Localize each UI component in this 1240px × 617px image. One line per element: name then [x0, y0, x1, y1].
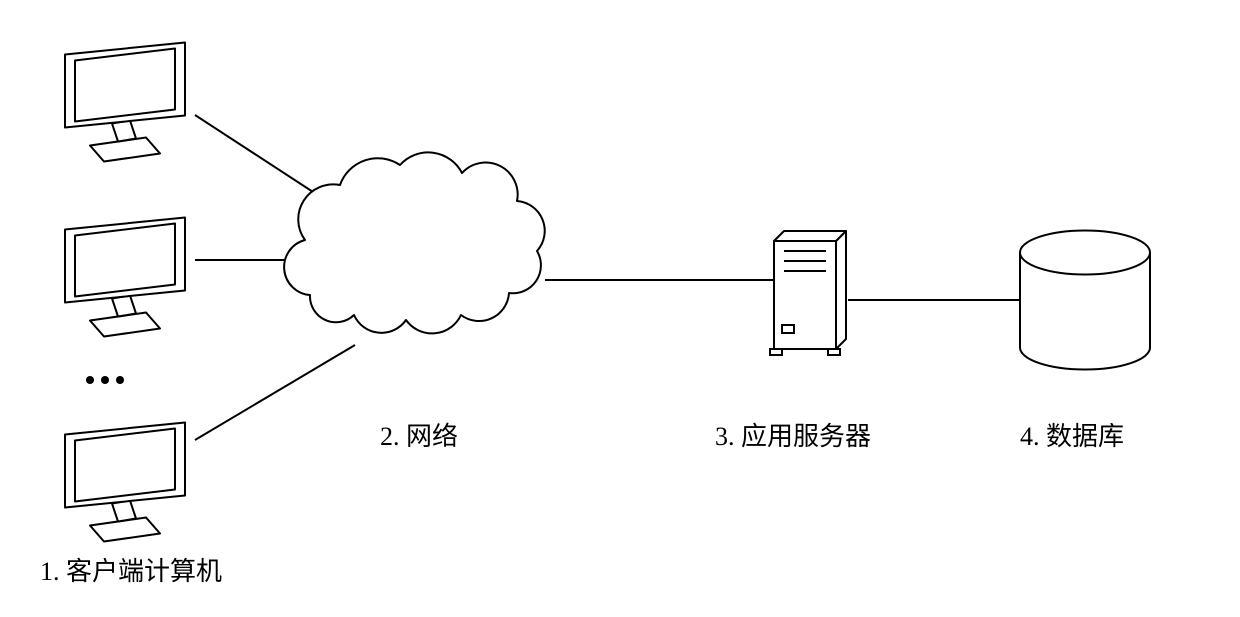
server-icon	[770, 231, 846, 355]
client-computer-1	[65, 43, 185, 162]
database-icon	[1020, 231, 1150, 370]
client-label: 1. 客户端计算机	[40, 557, 222, 586]
ellipsis-icon	[86, 376, 124, 384]
server-label: 3. 应用服务器	[715, 422, 871, 451]
database-label: 4. 数据库	[1020, 422, 1124, 451]
network-label: 2. 网络	[380, 422, 458, 451]
client-computer-3	[65, 423, 185, 542]
cloud-icon	[284, 152, 545, 333]
client-computer-2	[65, 218, 185, 337]
architecture-diagram: 1. 客户端计算机 2. 网络 3. 应用服务器 4. 数据库	[0, 0, 1240, 617]
